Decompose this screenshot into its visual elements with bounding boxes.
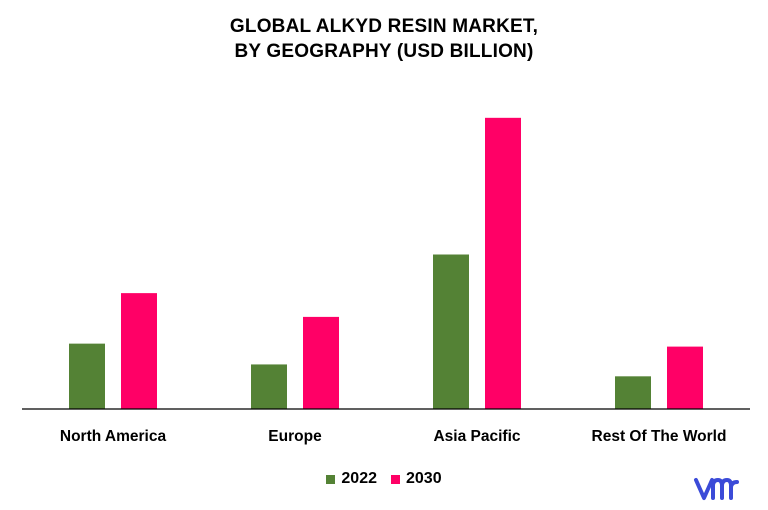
bar-europe-2030 xyxy=(303,316,339,409)
legend-swatch-2030 xyxy=(391,474,400,484)
chart-title-line-2: BY GEOGRAPHY (USD BILLION) xyxy=(234,41,534,62)
legend-label-2022: 2022 xyxy=(341,470,377,487)
bar-north-america-2030 xyxy=(121,293,157,409)
chart-legend: 2022 2030 xyxy=(0,470,768,488)
x-tick-label-rest-of-the-world: Rest Of The World xyxy=(592,428,727,445)
bar-asia-pacific-2030 xyxy=(485,117,521,410)
legend-swatch-2022 xyxy=(326,474,336,484)
x-tick-label-north-america: North America xyxy=(60,428,167,445)
legend-label-2030: 2030 xyxy=(406,470,442,487)
vmr-logo-icon xyxy=(694,478,739,500)
bar-north-america-2022 xyxy=(69,343,105,409)
bar-rest-of-the-world-2030 xyxy=(667,346,703,409)
bar-rest-of-the-world-2022 xyxy=(615,376,651,409)
x-tick-label-europe: Europe xyxy=(268,428,322,445)
chart-title-line-1: GLOBAL ALKYD RESIN MARKET, xyxy=(229,16,539,37)
legend-item-2030: 2030 xyxy=(391,470,442,488)
x-tick-label-asia-pacific: Asia Pacific xyxy=(433,428,520,445)
bar-europe-2022 xyxy=(251,364,287,409)
bar-asia-pacific-2022 xyxy=(433,254,469,409)
legend-item-2022: 2022 xyxy=(326,470,377,488)
chart-title: GLOBAL ALKYD RESIN MARKET, BY GEOGRAPHY … xyxy=(0,14,768,64)
